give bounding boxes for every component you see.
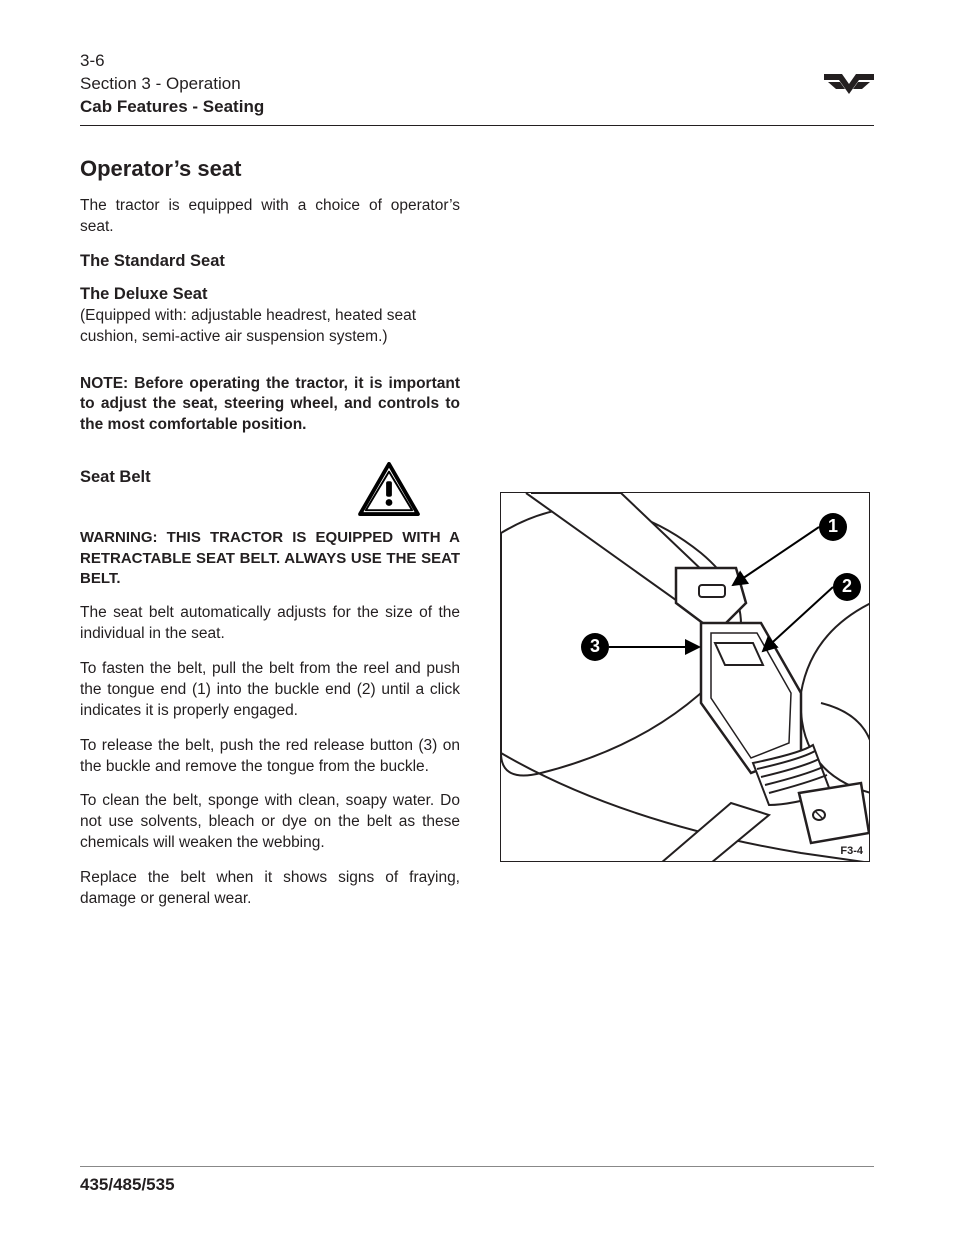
- seatbelt-heading-row: Seat Belt: [80, 462, 460, 516]
- seatbelt-heading: Seat Belt: [80, 468, 151, 487]
- seatbelt-figure: 1 2 3 F3-4: [500, 492, 870, 862]
- brand-logo: [824, 50, 874, 101]
- section-title: Section 3 - Operation: [80, 73, 264, 96]
- seatbelt-p3: To release the belt, push the red releas…: [80, 736, 460, 778]
- logo-icon: [824, 68, 874, 96]
- deluxe-seat-heading: The Deluxe Seat: [80, 285, 460, 304]
- deluxe-desc: (Equipped with: adjustable headrest, hea…: [80, 306, 460, 348]
- seatbelt-warning: WARNING: THIS TRACTOR IS EQUIPPED WITH A…: [80, 528, 460, 589]
- subsection-title: Cab Features - Seating: [80, 96, 264, 119]
- page-title: Operator’s seat: [80, 156, 874, 182]
- intro-text: The tractor is equipped with a choice of…: [80, 196, 460, 238]
- page-footer: 435/485/535: [80, 1166, 874, 1195]
- page-header: 3-6 Section 3 - Operation Cab Features -…: [80, 50, 874, 126]
- page-number: 3-6: [80, 50, 264, 73]
- standard-seat-heading: The Standard Seat: [80, 252, 460, 271]
- callout-1: 1: [819, 513, 847, 541]
- adjustment-note: NOTE: Before operating the tractor, it i…: [80, 374, 460, 437]
- callout-3: 3: [581, 633, 609, 661]
- seatbelt-drawing: [501, 493, 870, 862]
- figure-caption: F3-4: [840, 845, 863, 857]
- left-column: The tractor is equipped with a choice of…: [80, 196, 460, 924]
- seatbelt-p1: The seat belt automatically adjusts for …: [80, 603, 460, 645]
- seatbelt-section: Seat Belt WARNING: THIS TRACTOR IS EQUIP…: [80, 462, 460, 910]
- seatbelt-p4: To clean the belt, sponge with clean, so…: [80, 791, 460, 854]
- header-text-block: 3-6 Section 3 - Operation Cab Features -…: [80, 50, 264, 119]
- seatbelt-p2: To fasten the belt, pull the belt from t…: [80, 659, 460, 722]
- seatbelt-p5: Replace the belt when it shows signs of …: [80, 868, 460, 910]
- warning-triangle-icon: [358, 462, 420, 516]
- content-columns: The tractor is equipped with a choice of…: [80, 196, 874, 924]
- callout-2: 2: [833, 573, 861, 601]
- right-column: 1 2 3 F3-4: [500, 196, 874, 924]
